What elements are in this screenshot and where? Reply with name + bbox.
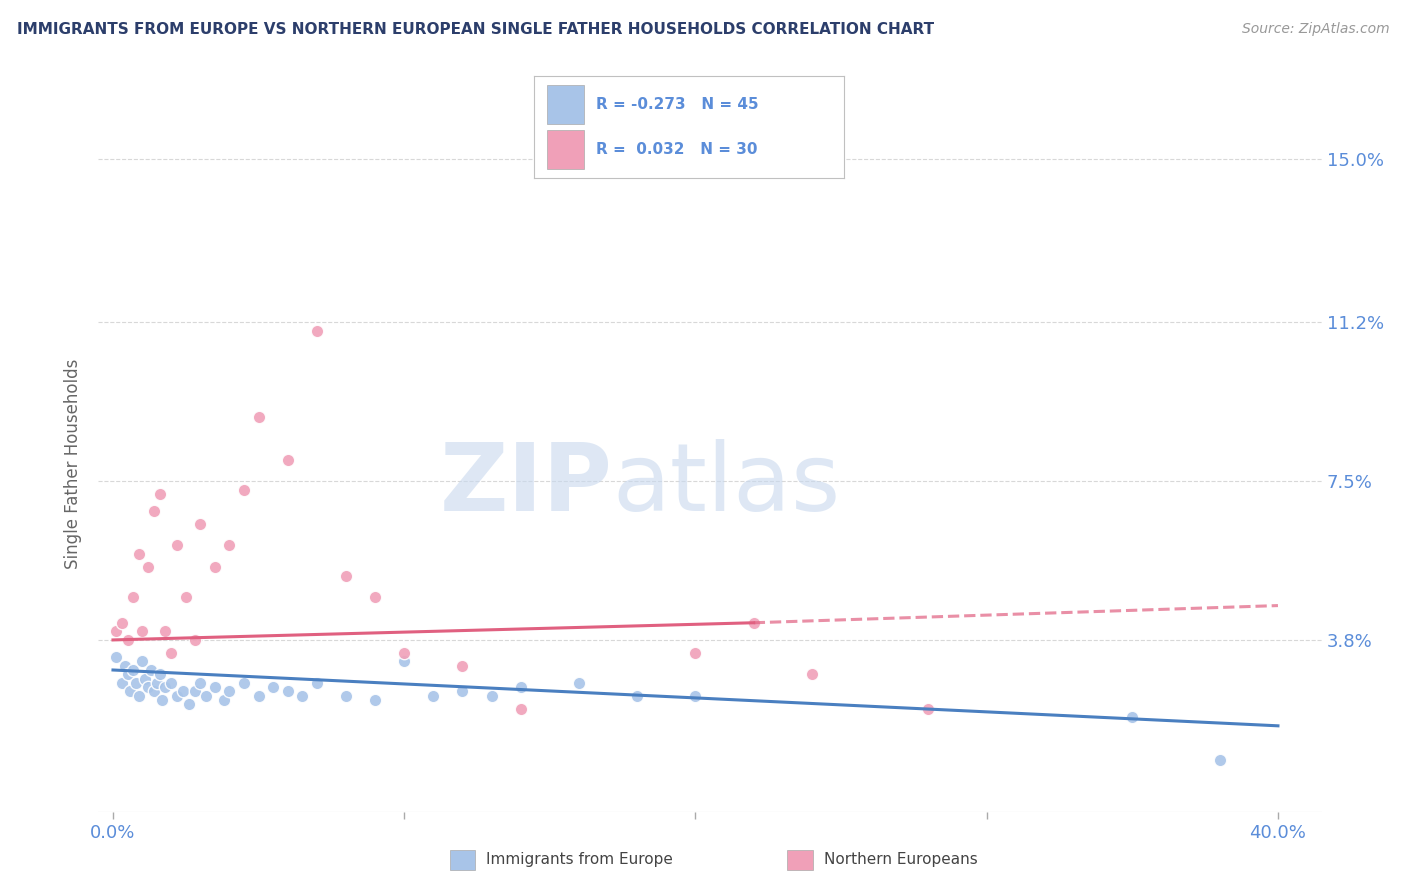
- Point: [335, 689, 357, 703]
- Point: [104, 650, 127, 665]
- Point: [128, 547, 150, 561]
- Point: [233, 483, 256, 497]
- Point: [685, 646, 707, 660]
- Point: [111, 615, 134, 630]
- Point: [183, 684, 205, 698]
- Bar: [547, 130, 583, 169]
- Point: [114, 658, 136, 673]
- Point: [136, 560, 159, 574]
- Text: Source: ZipAtlas.com: Source: ZipAtlas.com: [1241, 22, 1389, 37]
- Point: [233, 676, 256, 690]
- Point: [149, 667, 172, 681]
- Point: [142, 684, 165, 698]
- Y-axis label: Single Father Households: Single Father Households: [65, 359, 83, 569]
- Point: [152, 693, 174, 707]
- Point: [155, 624, 177, 639]
- Point: [509, 680, 531, 694]
- Point: [195, 689, 218, 703]
- Point: [568, 676, 591, 690]
- Point: [160, 676, 183, 690]
- Text: R =  0.032   N = 30: R = 0.032 N = 30: [596, 142, 758, 157]
- Point: [305, 324, 328, 338]
- Point: [305, 676, 328, 690]
- Text: R = -0.273   N = 45: R = -0.273 N = 45: [596, 97, 759, 112]
- Point: [177, 698, 200, 712]
- Text: IMMIGRANTS FROM EUROPE VS NORTHERN EUROPEAN SINGLE FATHER HOUSEHOLDS CORRELATION: IMMIGRANTS FROM EUROPE VS NORTHERN EUROP…: [17, 22, 934, 37]
- Point: [120, 684, 142, 698]
- Point: [212, 693, 235, 707]
- Point: [117, 632, 139, 647]
- Point: [145, 676, 167, 690]
- Point: [166, 538, 188, 552]
- Point: [481, 689, 503, 703]
- Point: [149, 487, 172, 501]
- Point: [247, 689, 270, 703]
- Text: atlas: atlas: [612, 439, 841, 531]
- Point: [218, 538, 240, 552]
- Point: [291, 689, 314, 703]
- Point: [111, 676, 134, 690]
- Point: [364, 693, 387, 707]
- Point: [277, 452, 299, 467]
- Point: [104, 624, 127, 639]
- Point: [262, 680, 284, 694]
- Point: [451, 684, 474, 698]
- Point: [277, 684, 299, 698]
- Point: [451, 658, 474, 673]
- Text: ZIP: ZIP: [439, 439, 612, 531]
- Point: [685, 689, 707, 703]
- Point: [131, 624, 153, 639]
- Point: [139, 663, 162, 677]
- Bar: [547, 85, 583, 124]
- Point: [160, 646, 183, 660]
- Point: [1121, 710, 1143, 724]
- Point: [335, 568, 357, 582]
- Point: [801, 667, 824, 681]
- Point: [142, 504, 165, 518]
- Point: [188, 516, 212, 531]
- Point: [155, 680, 177, 694]
- Point: [247, 409, 270, 424]
- Point: [134, 672, 156, 686]
- Point: [204, 560, 226, 574]
- Text: Northern Europeans: Northern Europeans: [824, 853, 977, 867]
- Point: [125, 676, 148, 690]
- Point: [509, 701, 531, 715]
- Point: [122, 590, 145, 604]
- Point: [136, 680, 159, 694]
- Point: [364, 590, 387, 604]
- Point: [183, 632, 205, 647]
- Point: [188, 676, 212, 690]
- Point: [172, 684, 194, 698]
- Point: [218, 684, 240, 698]
- Point: [917, 701, 939, 715]
- Point: [626, 689, 648, 703]
- Point: [174, 590, 197, 604]
- Point: [422, 689, 444, 703]
- Point: [166, 689, 188, 703]
- Point: [742, 615, 765, 630]
- Point: [122, 663, 145, 677]
- Point: [117, 667, 139, 681]
- Point: [1208, 753, 1232, 767]
- Point: [204, 680, 226, 694]
- Point: [131, 654, 153, 668]
- Point: [394, 646, 416, 660]
- Text: Immigrants from Europe: Immigrants from Europe: [486, 853, 673, 867]
- Point: [128, 689, 150, 703]
- Point: [394, 654, 416, 668]
